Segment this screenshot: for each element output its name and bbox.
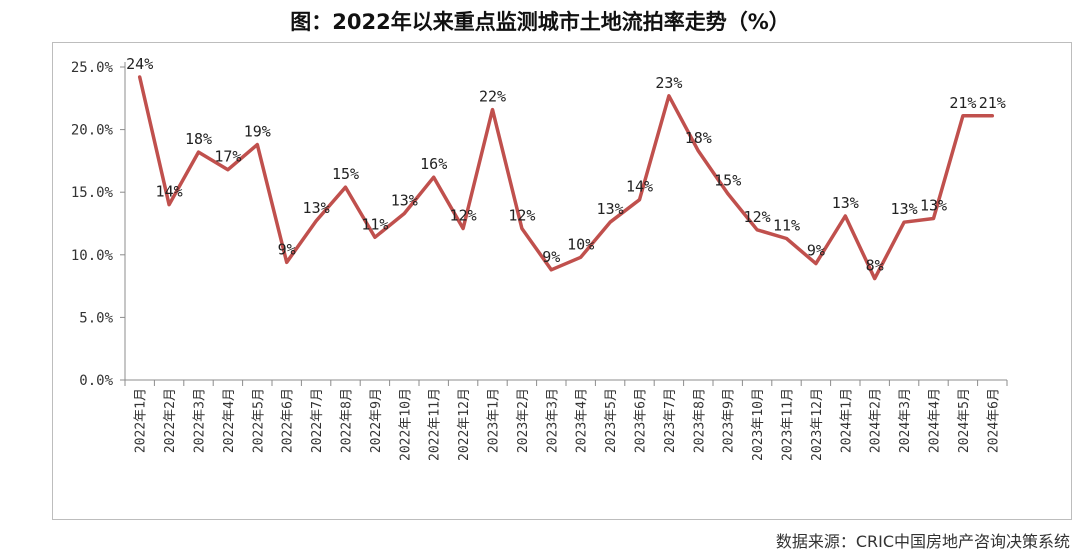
data-label: 9%	[278, 240, 296, 258]
x-tick-label: 2022年5月	[251, 388, 266, 453]
data-label: 19%	[244, 123, 271, 141]
x-tick-label: 2023年9月	[722, 388, 737, 453]
data-source-note: 数据来源：CRIC中国房地产咨询决策系统	[775, 532, 1070, 551]
chart-title: 图：2022年以来重点监测城市土地流拍率走势（%）	[290, 10, 790, 34]
data-label: 13%	[391, 191, 418, 209]
data-label: 18%	[185, 130, 212, 148]
data-label: 13%	[597, 200, 624, 218]
x-tick-label: 2023年8月	[692, 388, 707, 453]
x-tick-label: 2022年4月	[222, 388, 237, 453]
data-label: 14%	[626, 178, 653, 196]
y-tick-label: 5.0%	[79, 310, 113, 326]
data-label: 21%	[949, 94, 976, 112]
x-tick-label: 2022年12月	[457, 388, 472, 461]
data-label: 21%	[979, 94, 1006, 112]
data-label: 18%	[685, 129, 712, 147]
x-tick-label: 2023年7月	[663, 388, 678, 453]
x-tick-label: 2023年11月	[781, 388, 796, 461]
x-tick-label: 2022年6月	[281, 388, 296, 453]
x-tick-label: 2023年5月	[604, 388, 619, 453]
data-label: 11%	[773, 217, 800, 235]
series-line	[137, 75, 995, 281]
y-tick-label: 0.0%	[79, 373, 113, 389]
data-label: 16%	[420, 155, 447, 173]
data-label: 11%	[361, 215, 388, 233]
x-tick-label: 2024年6月	[986, 388, 1001, 453]
x-tick-label: 2023年2月	[516, 388, 531, 453]
x-tick-label: 2024年2月	[869, 388, 884, 453]
data-label: 22%	[479, 88, 506, 106]
x-tick-label: 2023年10月	[751, 388, 766, 461]
x-tick-label: 2022年3月	[193, 388, 208, 453]
x-tick-label: 2023年4月	[575, 388, 590, 453]
y-tick-label: 10.0%	[71, 248, 114, 264]
data-label: 9%	[807, 242, 825, 260]
chart-frame	[52, 42, 1072, 520]
y-tick-label: 25.0%	[71, 60, 114, 76]
data-label: 15%	[714, 171, 741, 189]
data-label: 8%	[866, 257, 884, 275]
x-tick-label: 2022年8月	[340, 388, 355, 453]
data-label: 12%	[450, 207, 477, 225]
x-tick-label: 2022年9月	[369, 388, 384, 453]
data-label: 15%	[332, 165, 359, 183]
data-label: 12%	[744, 208, 771, 226]
y-tick-label: 15.0%	[71, 185, 114, 201]
data-label: 13%	[891, 200, 918, 218]
data-label: 17%	[214, 148, 241, 166]
x-tick-label: 2023年1月	[487, 388, 502, 453]
data-label: 9%	[542, 248, 560, 266]
y-tick-label: 20.0%	[71, 123, 114, 139]
x-tick-label: 2022年1月	[134, 388, 149, 453]
data-label: 23%	[655, 74, 682, 92]
x-tick-label: 2024年4月	[928, 388, 943, 453]
data-label: 13%	[920, 196, 947, 214]
data-label: 13%	[832, 194, 859, 212]
data-label: 10%	[567, 235, 594, 253]
x-tick-label: 2024年3月	[898, 388, 913, 453]
x-tick-label: 2022年2月	[163, 388, 178, 453]
x-tick-label: 2024年5月	[957, 388, 972, 453]
x-tick-label: 2022年7月	[310, 388, 325, 453]
data-label: 14%	[156, 183, 183, 201]
data-label: 13%	[303, 199, 330, 217]
x-tick-label: 2022年10月	[398, 388, 413, 461]
data-label: 12%	[508, 207, 535, 225]
x-tick-label: 2022年11月	[428, 388, 443, 461]
data-label: 24%	[126, 55, 153, 73]
x-tick-label: 2023年6月	[634, 388, 649, 453]
x-tick-label: 2023年3月	[545, 388, 560, 453]
x-tick-label: 2024年1月	[839, 388, 854, 453]
x-tick-label: 2023年12月	[810, 388, 825, 461]
